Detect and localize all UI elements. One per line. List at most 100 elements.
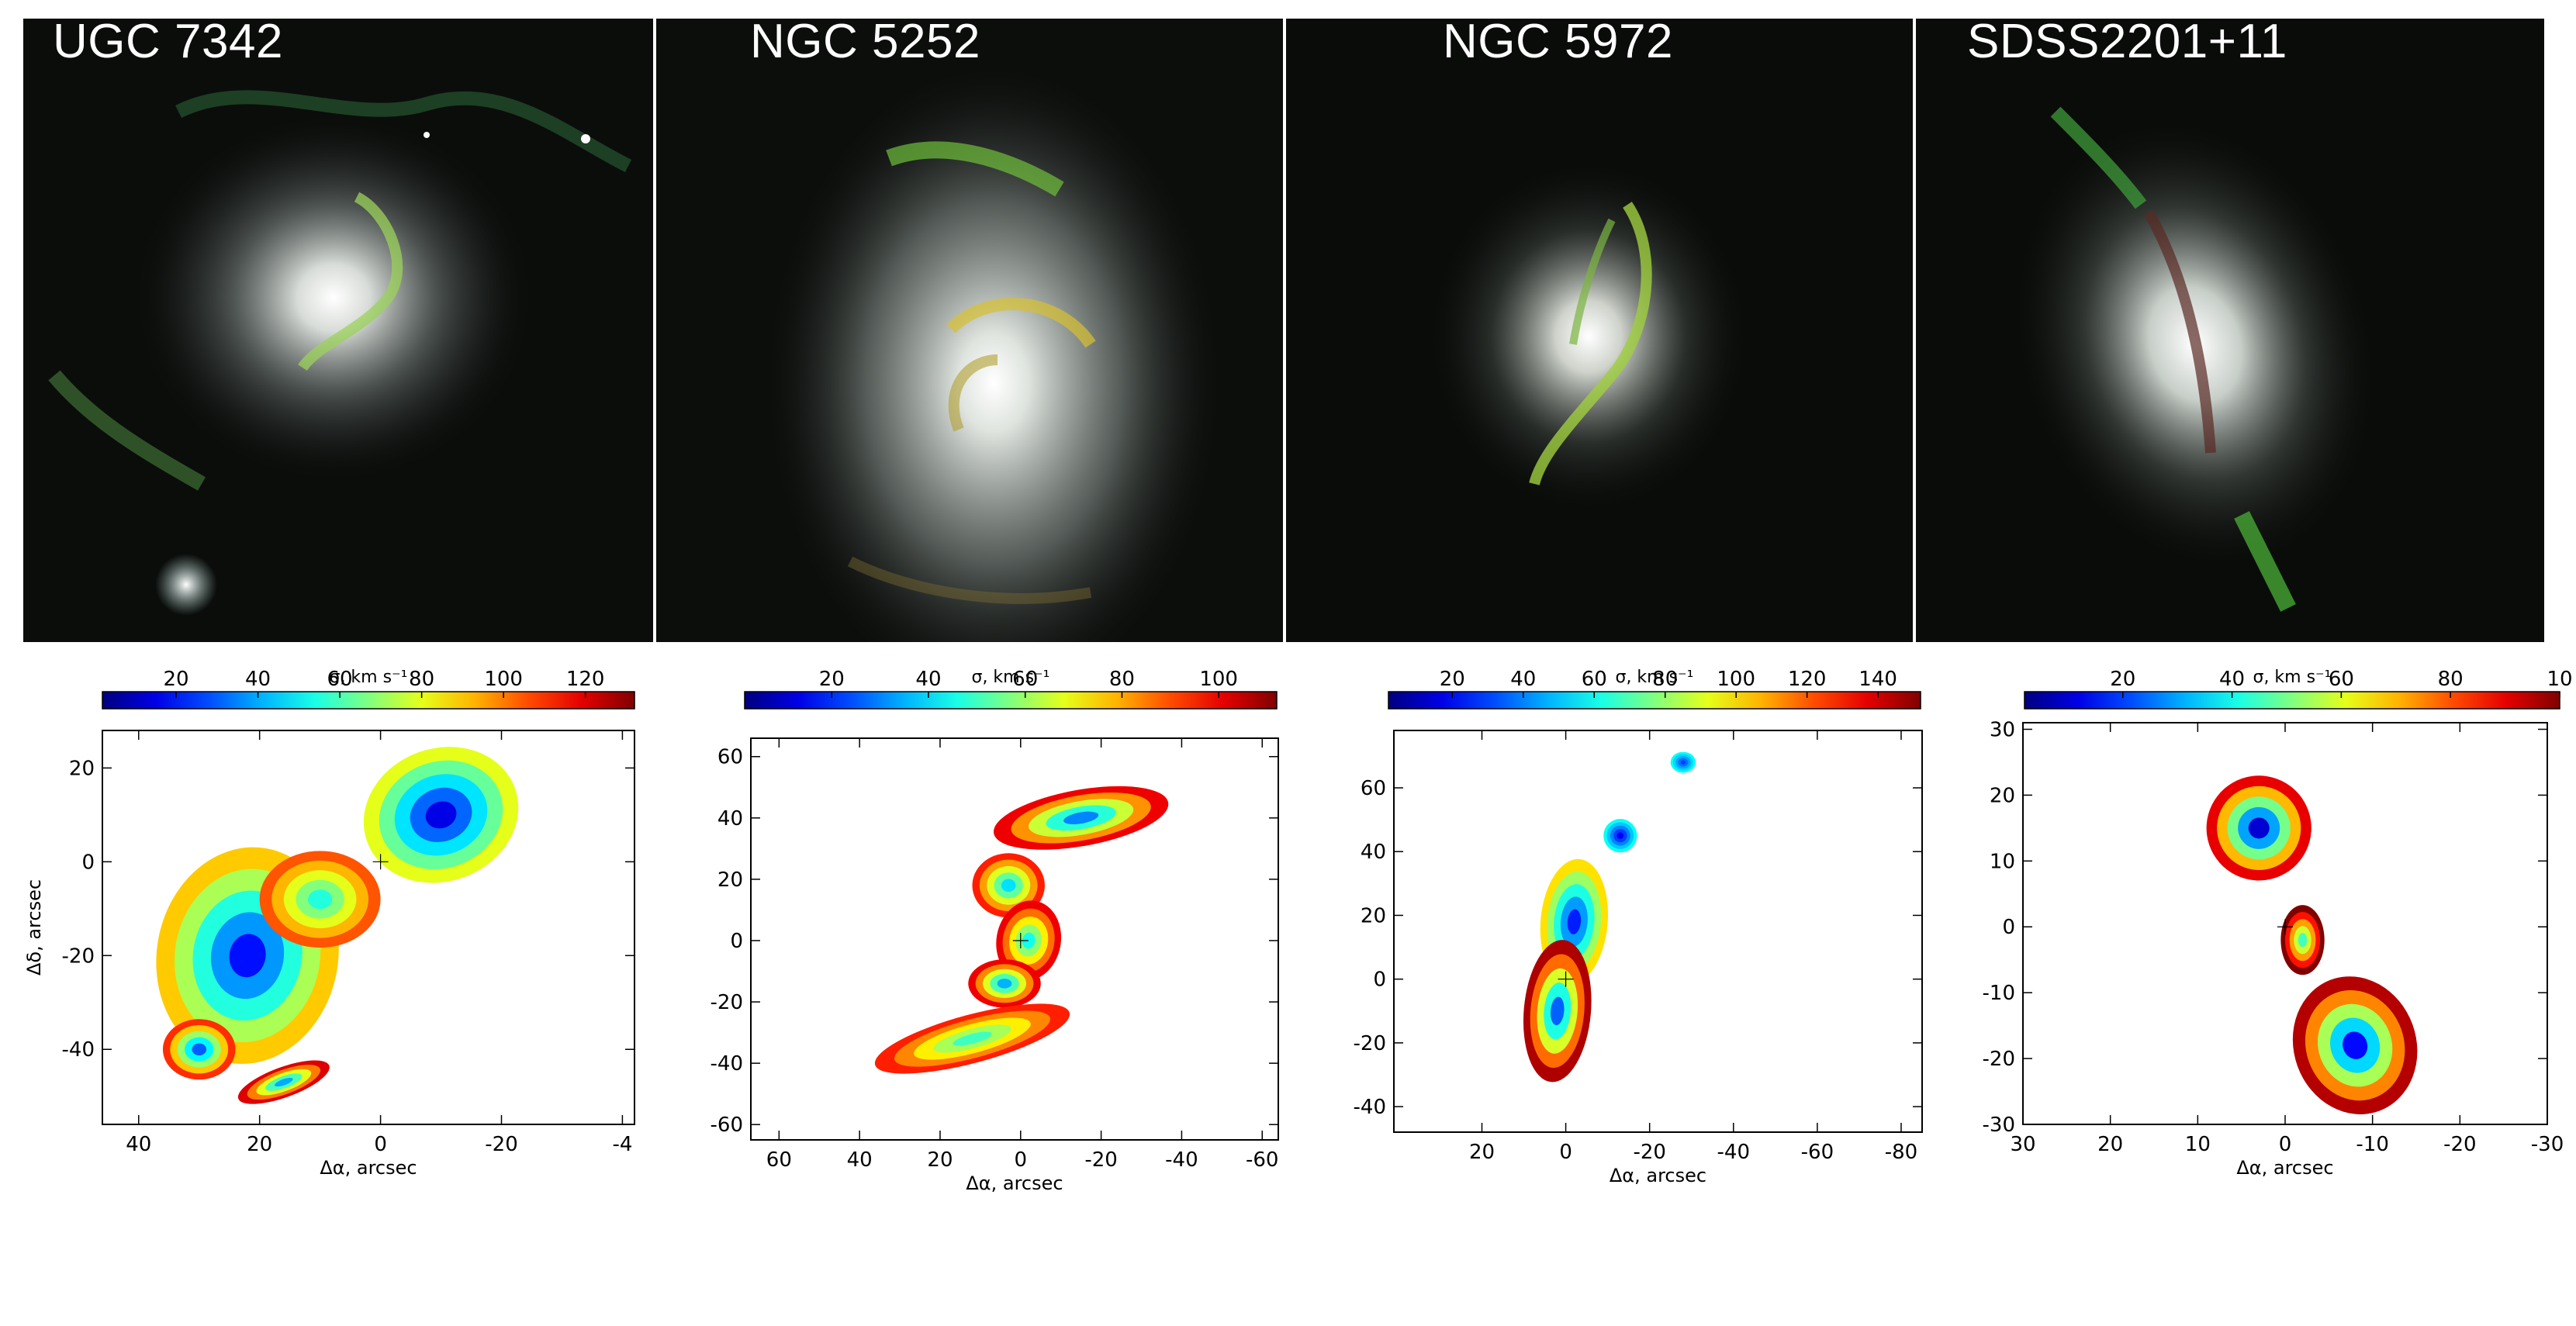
y-tick-label: -10 bbox=[1983, 982, 2015, 1005]
colorbar-tick-label: 80 bbox=[1652, 668, 1678, 691]
galaxy-image-ngc5972-graphic bbox=[1286, 19, 1913, 642]
y-tick-label: 0 bbox=[2002, 916, 2015, 939]
dispersion-region bbox=[2248, 817, 2270, 839]
y-tick-label: 60 bbox=[1361, 777, 1386, 800]
dispersion-region bbox=[1616, 832, 1624, 839]
y-tick-label: 40 bbox=[1361, 841, 1386, 864]
y-tick-label: 40 bbox=[717, 807, 743, 830]
galaxy-title-ngc5972: NGC 5972 bbox=[1443, 15, 1673, 68]
colorbar-tick-label: 60 bbox=[1012, 668, 1038, 691]
dispersion-region bbox=[997, 979, 1012, 989]
dispersion-field bbox=[1523, 751, 1696, 1083]
colorbar-tick-label: 100 bbox=[1199, 668, 1238, 691]
x-axis-label: Δα, arcsec bbox=[966, 1172, 1063, 1194]
x-tick-label: -20 bbox=[1633, 1141, 1665, 1164]
colorbar-tick-label: 60 bbox=[2329, 668, 2354, 691]
x-tick-label: 20 bbox=[247, 1133, 272, 1156]
y-tick-label: -60 bbox=[711, 1114, 743, 1137]
dispersion-region bbox=[2298, 933, 2308, 948]
colorbar-tick-label: 40 bbox=[1510, 668, 1536, 691]
dispersion-map-ngc5252: σ, km s⁻¹ 20 40 60 80 100 60 40 20 0 -20 -40 -60 Δα, … bbox=[711, 668, 1279, 1194]
colorbar-tick-label: 20 bbox=[1440, 668, 1465, 691]
y-tick-label: -40 bbox=[1354, 1096, 1386, 1119]
colorbar-tick-label: 140 bbox=[1859, 668, 1897, 691]
x-tick-label: -30 bbox=[2531, 1133, 2564, 1156]
x-tick-label: -80 bbox=[1885, 1141, 1917, 1164]
y-tick-label: 0 bbox=[1373, 969, 1386, 992]
y-tick-label: 10 bbox=[1990, 850, 2015, 873]
dispersion-region bbox=[192, 1043, 207, 1056]
dispersion-region bbox=[1567, 909, 1582, 934]
dispersion-map-sdss2201: σ, km s⁻¹ 20 40 60 80 10 30 20 10 0 -10 -20 -30 Δα, a… bbox=[1983, 668, 2573, 1179]
dispersion-map-ugc7342: σ, km s⁻¹ 20 40 60 80 100 120 40 20 0 -20 -4 Δα, arc… bbox=[23, 668, 635, 1179]
y-tick-label: 30 bbox=[1990, 718, 2015, 741]
x-axis-label: Δα, arcsec bbox=[320, 1157, 417, 1179]
colorbar-label: σ, km s⁻¹ bbox=[2253, 668, 2332, 687]
x-tick-label: 20 bbox=[1469, 1141, 1495, 1164]
galaxy-image-ngc5252-graphic bbox=[656, 19, 1283, 642]
x-tick-label: -20 bbox=[2443, 1133, 2476, 1156]
x-tick-label: 0 bbox=[2279, 1133, 2292, 1156]
galaxy-title-ngc5252: NGC 5252 bbox=[750, 15, 980, 68]
y-tick-label: 0 bbox=[81, 851, 95, 874]
colorbar-tick-label: 120 bbox=[1788, 668, 1827, 691]
colorbar-tick-label: 80 bbox=[409, 668, 434, 691]
x-tick-label: 10 bbox=[2185, 1133, 2211, 1156]
dispersion-region bbox=[229, 934, 266, 978]
x-tick-label: 40 bbox=[126, 1133, 151, 1156]
y-tick-label: 20 bbox=[1990, 784, 2015, 807]
colorbar-label: σ, km s⁻¹ bbox=[1616, 668, 1694, 687]
y-tick-label: 20 bbox=[717, 868, 743, 892]
galaxy-image-ugc7342-graphic bbox=[23, 19, 653, 642]
dispersion-field bbox=[156, 747, 519, 1104]
colorbar bbox=[1388, 691, 1921, 710]
colorbar-label: σ, km s⁻¹ bbox=[330, 668, 408, 687]
colorbar-tick-label: 40 bbox=[915, 668, 941, 691]
galaxy-image-ngc5972 bbox=[1286, 19, 1913, 642]
dispersion-region bbox=[953, 1031, 992, 1046]
x-axis-label: Δα, arcsec bbox=[2236, 1157, 2333, 1179]
colorbar-label: σ, km s⁻¹ bbox=[972, 668, 1050, 687]
y-tick-label: -40 bbox=[711, 1052, 743, 1076]
x-tick-label: -10 bbox=[2356, 1133, 2388, 1156]
x-tick-label: 20 bbox=[927, 1148, 953, 1172]
dispersion-region bbox=[1680, 760, 1686, 765]
colorbar-tick-label: 20 bbox=[819, 668, 845, 691]
plot-frame bbox=[102, 730, 635, 1125]
x-tick-label: -20 bbox=[1084, 1148, 1117, 1172]
y-tick-label: -20 bbox=[1354, 1032, 1386, 1055]
plot-frame bbox=[750, 737, 1279, 1141]
colorbar bbox=[744, 691, 1278, 710]
colorbar bbox=[2024, 691, 2560, 710]
galaxy-image-ngc5252 bbox=[656, 19, 1283, 642]
x-tick-label: -4 bbox=[612, 1133, 632, 1156]
x-tick-label: 0 bbox=[1015, 1148, 1028, 1172]
x-tick-label: 0 bbox=[374, 1133, 387, 1156]
galaxy-image-ugc7342 bbox=[23, 19, 653, 642]
dispersion-region bbox=[1551, 996, 1565, 1026]
dispersion-region bbox=[275, 1077, 293, 1087]
x-tick-label: -40 bbox=[1717, 1141, 1750, 1164]
y-tick-label: -20 bbox=[711, 991, 743, 1014]
colorbar-tick-label: 60 bbox=[1582, 668, 1607, 691]
x-tick-label: 40 bbox=[847, 1148, 873, 1172]
colorbar-tick-label: 10 bbox=[2547, 668, 2572, 691]
dispersion-map-ngc5972: σ, km s⁻¹ 20 40 60 80 100 120 140 20 0 -20 -40 -60 -8… bbox=[1354, 668, 1923, 1186]
colorbar bbox=[102, 691, 635, 710]
dispersion-region bbox=[1022, 932, 1036, 949]
colorbar-tick-label: 80 bbox=[1109, 668, 1135, 691]
y-axis-label: Δδ, arcsec bbox=[23, 879, 45, 976]
dispersion-field bbox=[874, 786, 1169, 1074]
x-tick-label: -60 bbox=[1801, 1141, 1834, 1164]
colorbar-tick-label: 100 bbox=[1717, 668, 1755, 691]
galaxy-title-sdss2201: SDSS2201+11 bbox=[1967, 15, 2287, 68]
colorbar-tick-label: 20 bbox=[2110, 668, 2135, 691]
dispersion-region bbox=[308, 889, 333, 910]
dispersion-region bbox=[1063, 811, 1099, 824]
galaxy-title-ugc7342: UGC 7342 bbox=[53, 15, 283, 68]
colorbar-tick-label: 40 bbox=[245, 668, 271, 691]
colorbar-tick-label: 40 bbox=[2219, 668, 2245, 691]
y-tick-label: 60 bbox=[717, 746, 743, 769]
y-tick-label: -20 bbox=[62, 944, 95, 968]
y-tick-label: 0 bbox=[730, 930, 743, 953]
